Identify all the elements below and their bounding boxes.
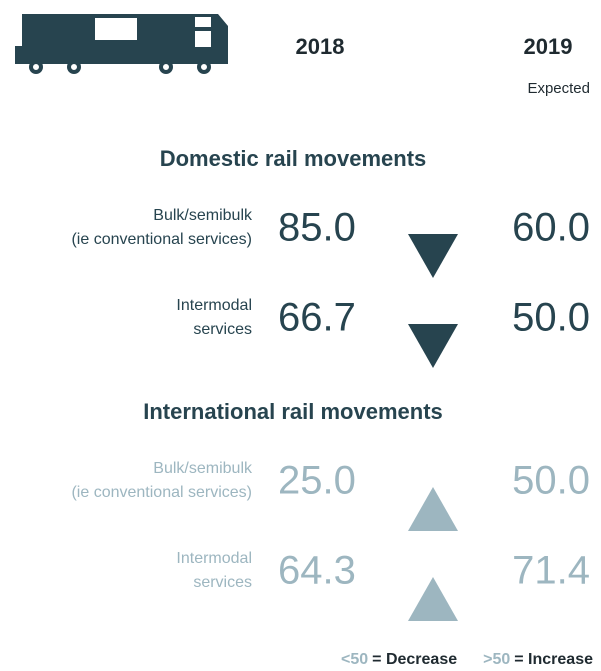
row-label: services: [193, 574, 252, 591]
year-heading: 2018: [296, 34, 345, 59]
value-2018: 25.0: [278, 459, 356, 503]
legend-increase-key: >50: [483, 651, 510, 668]
value-2019: 50.0: [512, 459, 590, 503]
train-window: [195, 17, 211, 27]
value-2018: 64.3: [278, 549, 356, 593]
trend-arrow: [408, 234, 458, 278]
value-2018: 66.7: [278, 296, 356, 340]
row-label: Bulk/semibulk: [153, 207, 253, 224]
value-2018: 85.0: [278, 206, 356, 250]
row-label: Intermodal: [176, 297, 252, 314]
legend-increase-text: = Increase: [514, 651, 593, 668]
value-2019: 60.0: [512, 206, 590, 250]
row-label: (ie conventional services): [71, 231, 252, 248]
section-title: Domestic rail movements: [160, 146, 427, 171]
legend-decrease-text: = Decrease: [372, 651, 457, 668]
section-title: International rail movements: [143, 399, 443, 424]
trend-arrow: [408, 577, 458, 621]
value-2019: 50.0: [512, 296, 590, 340]
value-2019: 71.4: [512, 549, 590, 593]
row-label: services: [193, 321, 252, 338]
train-door: [195, 31, 211, 47]
legend-decrease-key: <50: [341, 651, 368, 668]
train-frame: [15, 60, 228, 64]
train-icon: [15, 14, 228, 74]
trend-arrow: [408, 487, 458, 531]
year-heading: 2019: [524, 34, 573, 59]
legend: <50 = Decrease >50 = Increase: [341, 651, 593, 668]
train-window: [95, 18, 137, 40]
year-note: Expected: [527, 80, 590, 97]
trend-arrow: [408, 324, 458, 368]
row-label: Bulk/semibulk: [153, 460, 253, 477]
row-label: Intermodal: [176, 550, 252, 567]
train-wheels: [29, 60, 211, 74]
row-label: (ie conventional services): [71, 484, 252, 501]
